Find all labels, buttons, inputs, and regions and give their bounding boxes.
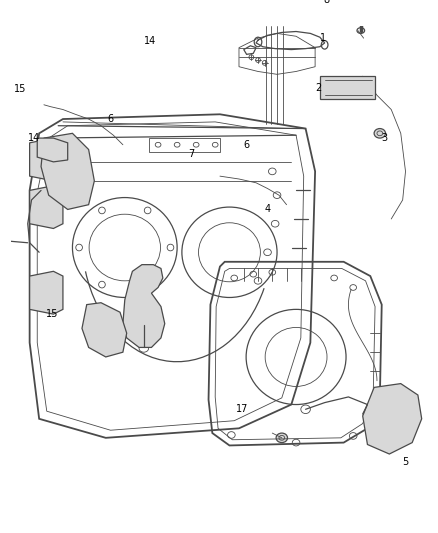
Text: 6: 6 [107,114,113,124]
Polygon shape [30,271,63,314]
Polygon shape [37,138,68,162]
Polygon shape [363,384,422,454]
Text: 1: 1 [320,33,326,43]
Ellipse shape [276,433,287,442]
Text: 4: 4 [265,205,271,214]
Text: 15: 15 [46,309,59,319]
Text: 15: 15 [14,84,26,94]
Text: 3: 3 [381,133,388,143]
Polygon shape [123,265,165,348]
Text: 7: 7 [188,149,194,159]
Ellipse shape [374,128,385,138]
Text: 6: 6 [244,140,250,150]
Polygon shape [30,138,63,181]
Polygon shape [320,76,375,99]
Text: 17: 17 [236,405,248,414]
Text: 2: 2 [315,83,321,93]
Polygon shape [41,133,94,209]
Text: 8: 8 [324,0,329,5]
Polygon shape [82,303,127,357]
Text: 5: 5 [403,457,409,466]
Text: 14: 14 [28,133,40,143]
Text: 14: 14 [145,36,157,46]
Polygon shape [30,185,63,229]
